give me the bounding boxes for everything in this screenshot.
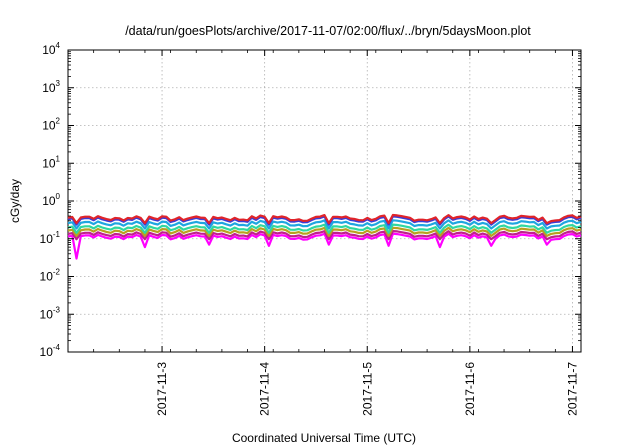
x-tick-label: 2017-11-6 (463, 362, 477, 416)
chart-title: /data/run/goesPlots/archive/2017-11-07/0… (125, 24, 531, 38)
series-line (67, 232, 582, 260)
series-line (67, 219, 582, 230)
series-group (67, 213, 582, 260)
series-line (67, 226, 582, 237)
y-axis-label: cGy/day (8, 179, 22, 223)
y-tick-label: 10-4 (40, 343, 61, 359)
x-tick-label: 2017-11-7 (565, 362, 579, 416)
series-line (67, 230, 582, 241)
y-tick-label: 10-3 (40, 305, 61, 321)
x-tick-label: 2017-11-3 (155, 362, 169, 416)
x-axis: 2017-11-3 2017-11-4 2017-11-5 2017-11-6 2017… (67, 50, 582, 416)
y-tick-label: 102 (42, 117, 60, 133)
y-tick-label: 100 (42, 192, 60, 208)
y-axis: 10-4 10-3 10-2 10-1 100 101 102 103 104 (40, 41, 581, 359)
x-axis-label: Coordinated Universal Time (UTC) (232, 431, 416, 445)
grid (68, 50, 581, 352)
y-tick-label: 10-2 (40, 268, 61, 284)
y-tick-label: 10-1 (40, 230, 61, 246)
y-tick-label: 101 (42, 154, 60, 170)
y-tick-label: 103 (42, 79, 60, 95)
series-line (67, 223, 582, 234)
x-tick-label: 2017-11-5 (360, 362, 374, 416)
y-tick-label: 104 (42, 41, 60, 57)
series-line (67, 213, 582, 225)
x-tick-label: 2017-11-4 (258, 362, 272, 416)
